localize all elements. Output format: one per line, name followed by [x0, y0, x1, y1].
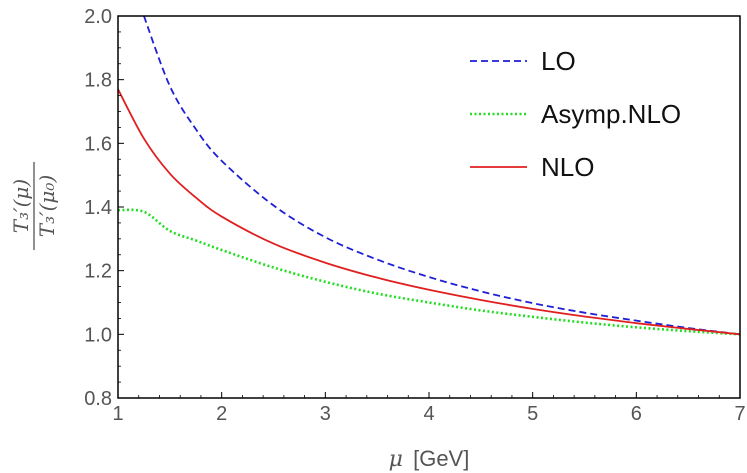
x-axis-symbol: μ — [389, 447, 403, 472]
plot-frame — [117, 15, 741, 399]
x-axis-unit: [GeV] — [413, 446, 469, 471]
y-tick-label: 1.0 — [84, 324, 112, 346]
y-tick-label: 1.8 — [84, 70, 112, 92]
x-tick-label: 7 — [734, 403, 745, 425]
x-axis-label: μ [GeV] — [389, 446, 470, 472]
x-tick-label: 4 — [423, 403, 434, 425]
series-line-nlo — [118, 88, 740, 336]
y-tick-label: 2.0 — [84, 6, 112, 28]
legend-label: Asymp.NLO — [541, 99, 681, 129]
x-tick-label: 6 — [631, 403, 642, 425]
y-tick-label: 1.4 — [84, 197, 112, 219]
ticks-layer: 1 2 3 4 5 6 7 0.8 1.0 1.2 1.4 1.6 1.8 2.0 — [84, 6, 745, 425]
y-tick-label: 0.8 — [84, 388, 112, 410]
x-tick-label: 5 — [527, 403, 538, 425]
legend: LO Asymp.NLO NLO — [470, 46, 681, 182]
legend-label: NLO — [541, 152, 594, 182]
y-axis-label-numerator: T₃′(μ) — [9, 179, 33, 234]
y-axis-label-denominator: T₃′(μ₀) — [35, 175, 59, 238]
legend-label: LO — [541, 46, 576, 76]
series-line-asymp-nlo — [118, 208, 740, 336]
y-tick-label: 1.2 — [84, 261, 112, 283]
series-layer — [118, 16, 740, 336]
x-tick-label: 1 — [112, 403, 123, 425]
y-axis-label: T₃′(μ) T₃′(μ₀) — [9, 162, 59, 250]
series-line-lo — [143, 16, 740, 336]
x-tick-label: 3 — [320, 403, 331, 425]
y-tick-label: 1.6 — [84, 133, 112, 155]
x-tick-label: 2 — [216, 403, 227, 425]
